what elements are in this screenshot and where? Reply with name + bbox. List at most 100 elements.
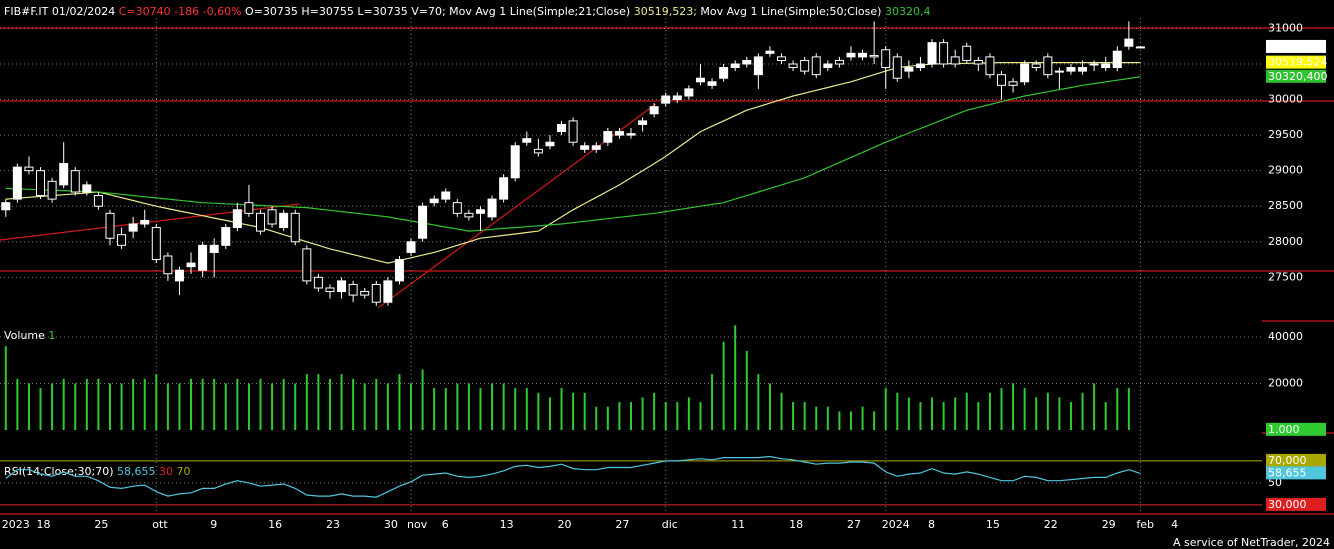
volume-bar xyxy=(525,388,528,430)
price-tag: 30320,400 xyxy=(1268,70,1328,83)
volume-bar xyxy=(62,378,65,430)
volume-bar xyxy=(201,378,204,430)
volume-bar xyxy=(572,392,575,430)
moving-average xyxy=(5,76,1141,232)
candle-body xyxy=(834,59,844,65)
candle-body xyxy=(394,259,404,282)
volume-bar xyxy=(988,392,991,430)
candle-body xyxy=(777,56,787,61)
candle-body xyxy=(452,202,462,214)
ma-name: Mov Avg 1 Line(Simple;50;Close) xyxy=(700,5,881,18)
volume-bar xyxy=(954,397,957,430)
candle-body xyxy=(1124,38,1134,47)
y-tick-label: 30000 xyxy=(1268,93,1303,106)
candle-body xyxy=(1089,63,1099,66)
candle-body xyxy=(985,56,995,76)
volume-bar xyxy=(120,383,123,430)
volume-bar xyxy=(27,383,30,430)
candle-body xyxy=(198,244,208,271)
header: FIB#F.IT 01/02/2024 C=30740 -186 -0,60% … xyxy=(4,5,930,18)
volume-bar xyxy=(317,374,320,430)
rsi-header: RSI(14;Close;30;70) 58,655 30 70 xyxy=(4,465,191,478)
volume-bar xyxy=(143,378,146,430)
x-tick-label: 27 xyxy=(615,518,629,531)
price-tag: 30740 xyxy=(1268,40,1303,53)
candle-body xyxy=(800,59,810,72)
price-tag-box xyxy=(1266,55,1326,69)
candle-body xyxy=(487,198,497,218)
volume-bar xyxy=(352,378,355,430)
volume-bar xyxy=(363,383,366,430)
candle-body xyxy=(209,244,219,253)
candle-body xyxy=(568,120,578,143)
volume-bar xyxy=(537,392,540,430)
candle-body xyxy=(232,209,242,229)
candle-body xyxy=(1020,63,1030,83)
volume-bar xyxy=(653,392,656,430)
candle-body xyxy=(313,276,323,289)
volume-bar xyxy=(606,406,609,430)
footer: A service of NetTrader, 2024 xyxy=(1173,536,1330,549)
candle-body xyxy=(406,241,416,253)
candle-body xyxy=(163,255,173,275)
candle-body xyxy=(151,227,161,261)
volume-bar xyxy=(479,388,482,430)
volume-bar xyxy=(803,402,806,430)
x-tick-label: 22 xyxy=(1044,518,1058,531)
volume-bar xyxy=(4,346,7,430)
volume-bar xyxy=(514,388,517,430)
volume-bar xyxy=(1069,402,1072,430)
candle-body xyxy=(695,77,705,83)
candle-body xyxy=(24,166,34,172)
candle-body xyxy=(1135,46,1145,49)
candle-body xyxy=(256,212,266,232)
volume-bar xyxy=(1000,388,1003,430)
candle-body xyxy=(904,67,914,72)
volume-bar xyxy=(190,378,193,430)
candle-body xyxy=(580,145,590,150)
x-tick-label: 15 xyxy=(986,518,1000,531)
volume-bar xyxy=(884,388,887,430)
volume-bar xyxy=(560,388,563,430)
candle-body xyxy=(626,133,636,136)
price-tag-box xyxy=(1266,466,1326,480)
volume-bar xyxy=(282,378,285,430)
candle-body xyxy=(603,131,613,143)
volume-bar xyxy=(907,397,910,430)
y-tick-label: 28000 xyxy=(1268,235,1303,248)
x-tick-label: 16 xyxy=(268,518,282,531)
volume-bar xyxy=(734,325,737,430)
candle-body xyxy=(510,145,520,179)
x-tick-label: nov xyxy=(407,518,428,531)
volume-bar xyxy=(664,402,667,430)
candle-body xyxy=(47,180,57,200)
volume-bar xyxy=(595,406,598,430)
volume-bar xyxy=(699,402,702,430)
volume-bar xyxy=(305,374,308,430)
y-tick-label: 27500 xyxy=(1268,270,1303,283)
volume-bar xyxy=(456,383,459,430)
y-tick-label: 30,000 xyxy=(1268,498,1307,511)
x-tick-label: 30 xyxy=(384,518,398,531)
price-tag: 30519,524 xyxy=(1268,56,1328,69)
y-tick-label: 28500 xyxy=(1268,199,1303,212)
candle-body xyxy=(70,170,80,193)
candle-body xyxy=(475,209,485,214)
x-tick-label: 8 xyxy=(928,518,935,531)
volume-bar xyxy=(132,378,135,430)
candle-body xyxy=(1101,63,1111,69)
candle-body xyxy=(1112,50,1122,69)
price-tag-box xyxy=(1266,422,1326,436)
x-tick-label: 18 xyxy=(789,518,803,531)
candle-body xyxy=(371,283,381,303)
volume-bar xyxy=(641,397,644,430)
volume-bar xyxy=(213,378,216,430)
ma-name: Mov Avg 1 Line(Simple;21;Close) xyxy=(449,5,630,18)
volume-bar xyxy=(1046,392,1049,430)
y-tick-label: 29500 xyxy=(1268,128,1303,141)
volume-bar xyxy=(444,388,447,430)
candle-body xyxy=(661,95,671,104)
candle-body xyxy=(707,81,717,86)
